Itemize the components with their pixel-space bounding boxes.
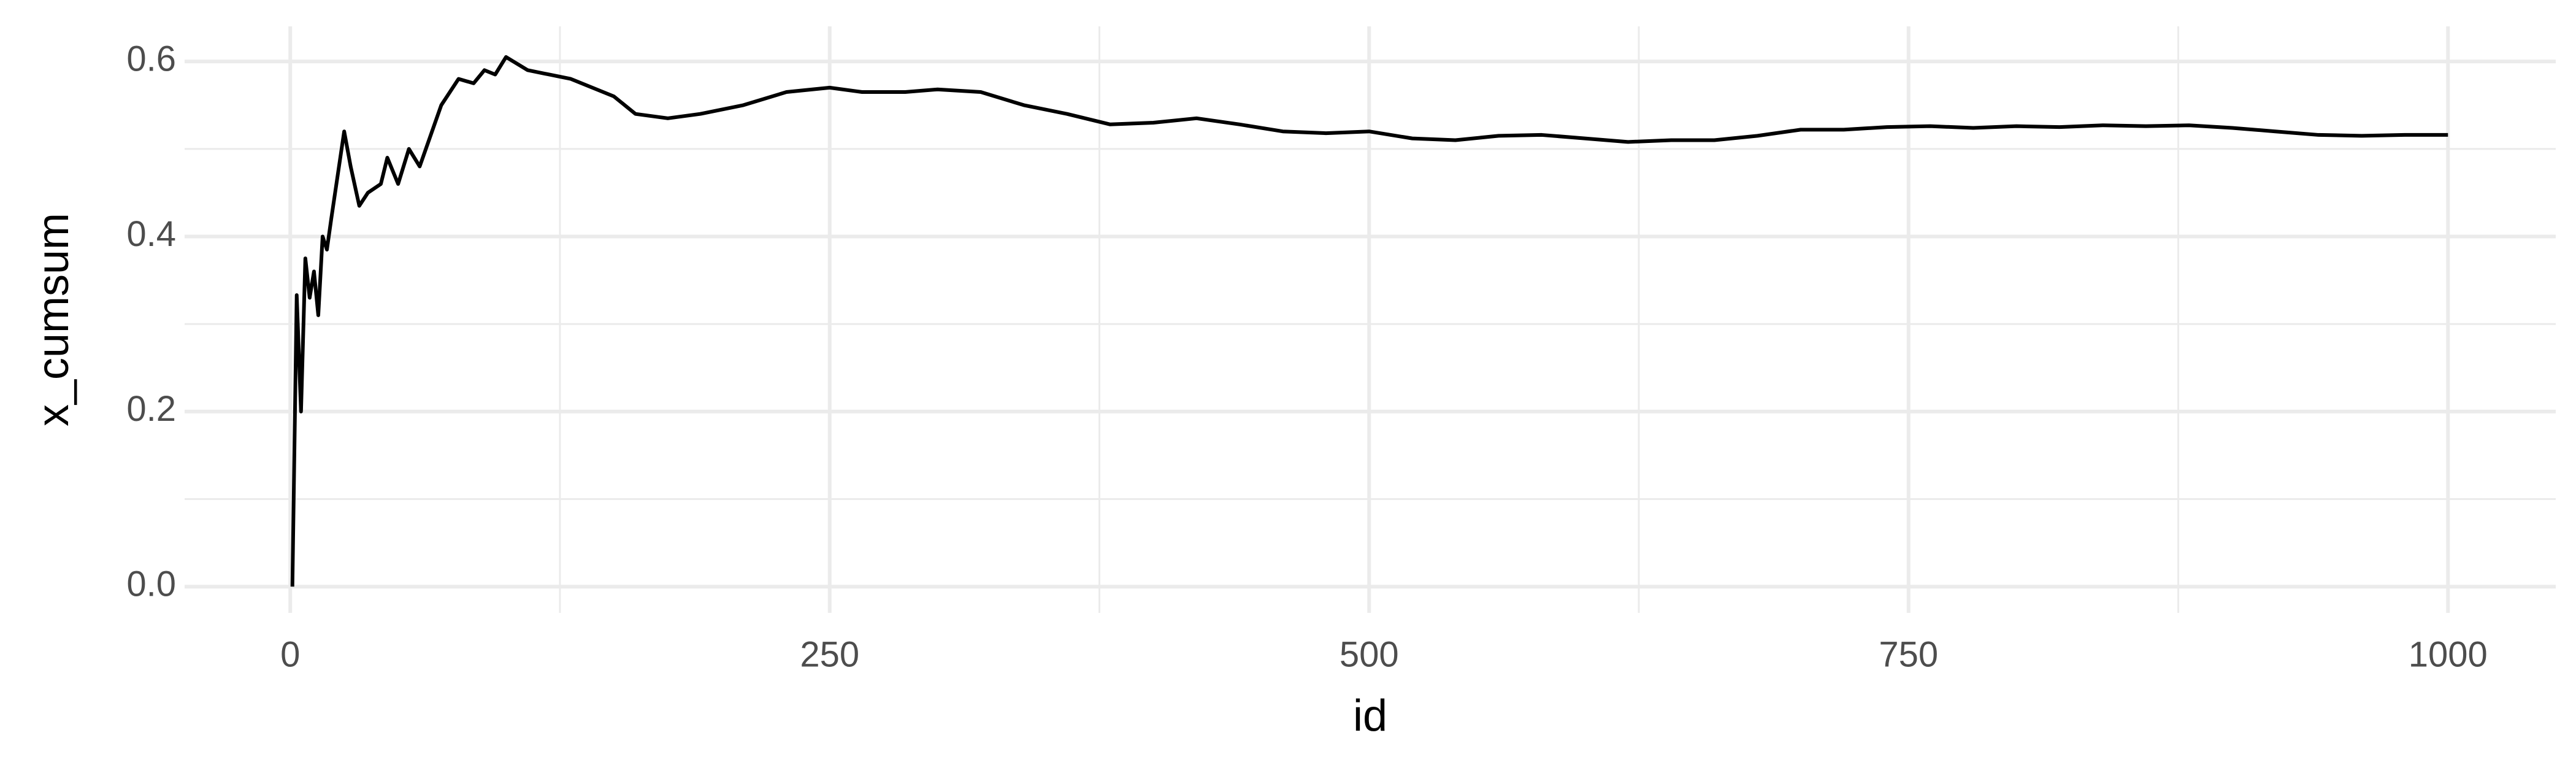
x-tick-label: 1000 — [2409, 634, 2488, 674]
y-tick-label: 0.6 — [126, 39, 176, 79]
x-axis-title: id — [1353, 691, 1387, 740]
y-tick-label: 0.0 — [126, 564, 176, 604]
y-tick-label: 0.4 — [126, 214, 176, 254]
x-tick-label: 250 — [800, 634, 859, 674]
x-tick-label: 750 — [1879, 634, 1938, 674]
y-tick-label: 0.2 — [126, 389, 176, 429]
x-tick-label: 500 — [1340, 634, 1399, 674]
x-tick-label: 0 — [280, 634, 300, 674]
y-axis-title: x_cumsum — [29, 213, 78, 426]
data-line — [290, 55, 2448, 587]
